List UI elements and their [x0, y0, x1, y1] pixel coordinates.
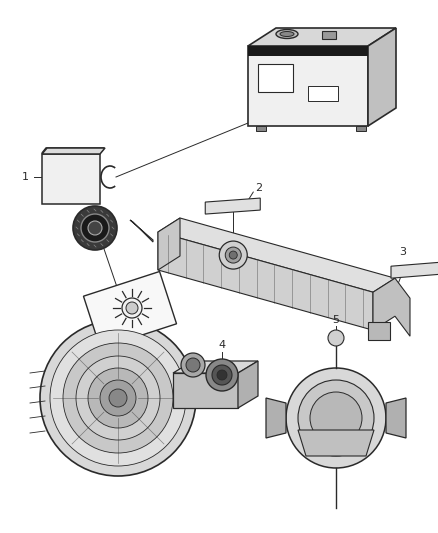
Polygon shape [42, 154, 100, 204]
Polygon shape [158, 232, 373, 330]
Polygon shape [173, 361, 258, 373]
Text: 6: 6 [96, 373, 103, 383]
Circle shape [328, 330, 344, 346]
Polygon shape [130, 220, 153, 242]
Circle shape [286, 368, 386, 468]
Polygon shape [158, 218, 395, 292]
Bar [248, 46, 368, 126]
Circle shape [225, 247, 241, 263]
Circle shape [212, 365, 232, 385]
Circle shape [310, 392, 362, 444]
Circle shape [109, 389, 127, 407]
Bar [322, 31, 336, 39]
Circle shape [88, 368, 148, 428]
Bar [356, 126, 366, 131]
Circle shape [186, 358, 200, 372]
Circle shape [219, 241, 247, 269]
Circle shape [81, 214, 109, 242]
Circle shape [181, 353, 205, 377]
Polygon shape [373, 278, 410, 336]
Polygon shape [42, 148, 104, 153]
Circle shape [73, 206, 117, 250]
Polygon shape [42, 148, 105, 154]
Circle shape [217, 370, 227, 380]
Bar [308, 86, 338, 101]
Circle shape [88, 221, 102, 235]
Polygon shape [248, 28, 396, 46]
Polygon shape [238, 361, 258, 408]
Circle shape [206, 359, 238, 391]
Polygon shape [298, 430, 374, 456]
Polygon shape [386, 398, 406, 438]
Polygon shape [266, 398, 286, 438]
Ellipse shape [276, 29, 298, 38]
Circle shape [126, 302, 138, 314]
Polygon shape [368, 28, 396, 126]
Circle shape [100, 380, 136, 416]
Polygon shape [84, 271, 177, 349]
Circle shape [50, 330, 186, 466]
Circle shape [122, 298, 142, 318]
Polygon shape [391, 262, 438, 278]
Text: 4: 4 [219, 340, 226, 350]
Bar [248, 46, 368, 56]
Circle shape [229, 251, 237, 259]
Text: 1: 1 [21, 172, 28, 182]
Polygon shape [205, 198, 260, 214]
Bar [173, 373, 238, 408]
Circle shape [40, 320, 196, 476]
Polygon shape [158, 218, 180, 270]
Bar [258, 64, 293, 92]
Circle shape [76, 356, 160, 440]
Ellipse shape [280, 31, 294, 36]
Text: 2: 2 [254, 183, 262, 193]
Circle shape [298, 380, 374, 456]
Bar [256, 126, 266, 131]
Text: 5: 5 [332, 315, 339, 325]
Bar [368, 322, 390, 340]
Circle shape [63, 343, 173, 453]
Text: 3: 3 [399, 247, 406, 257]
